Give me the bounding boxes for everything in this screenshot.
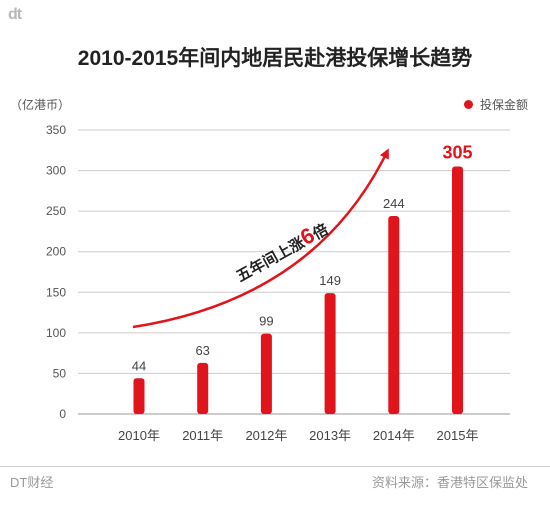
data-labels: 44 63 99 149 244 305 [132, 143, 473, 374]
growth-annotation-text: 五年间上涨6倍 [230, 215, 332, 286]
bar-chart: 0 50 100 150 200 250 300 350 44 63 99 149 244 305 20… [46, 123, 510, 443]
chart-legend: 投保金额 [463, 96, 528, 113]
y-tick-label: 200 [46, 245, 66, 259]
y-tick-label: 50 [53, 366, 67, 380]
data-label: 99 [259, 314, 273, 329]
data-label: 149 [319, 273, 341, 288]
data-label: 63 [195, 343, 209, 358]
gridlines [78, 129, 510, 415]
y-tick-label: 150 [46, 285, 66, 299]
x-tick-label: 2014年 [373, 428, 415, 443]
x-tick-label: 2012年 [245, 428, 287, 443]
bar [324, 293, 336, 414]
bars [133, 166, 463, 414]
growth-arrow [132, 148, 389, 329]
x-tick-label: 2013年 [309, 428, 351, 443]
data-label: 305 [442, 143, 472, 163]
growth-annotation: 五年间上涨6倍 [132, 148, 389, 329]
bar [388, 216, 400, 414]
data-label: 244 [383, 196, 405, 211]
y-axis: 0 50 100 150 200 250 300 350 [46, 123, 66, 421]
dt-logo: dt [8, 6, 22, 23]
x-tick-label: 2011年 [182, 428, 223, 443]
x-tick-label: 2015年 [437, 428, 479, 443]
footer-divider [0, 466, 550, 467]
y-tick-label: 100 [46, 326, 66, 340]
y-tick-label: 300 [46, 164, 66, 178]
bar [197, 362, 209, 414]
source-note: 资料来源：香港特区保监处 [371, 475, 528, 490]
legend-dot-icon [463, 100, 473, 109]
x-axis: 2010年 2011年 2012年 2013年 2014年 2015年 [118, 428, 478, 443]
x-tick-label: 2010年 [118, 428, 160, 443]
data-label: 44 [132, 358, 146, 373]
footer-brand: DT财经 [10, 475, 54, 490]
bar [452, 166, 463, 414]
y-tick-label: 350 [46, 123, 66, 137]
bar [133, 378, 145, 414]
y-tick-label: 0 [59, 407, 66, 421]
legend-label: 投保金额 [479, 98, 528, 112]
y-tick-label: 250 [46, 204, 66, 218]
bar [260, 333, 272, 414]
y-axis-unit-label: （亿港币） [10, 98, 71, 112]
chart-title: 2010-2015年间内地居民赴港投保增长趋势 [77, 47, 473, 70]
